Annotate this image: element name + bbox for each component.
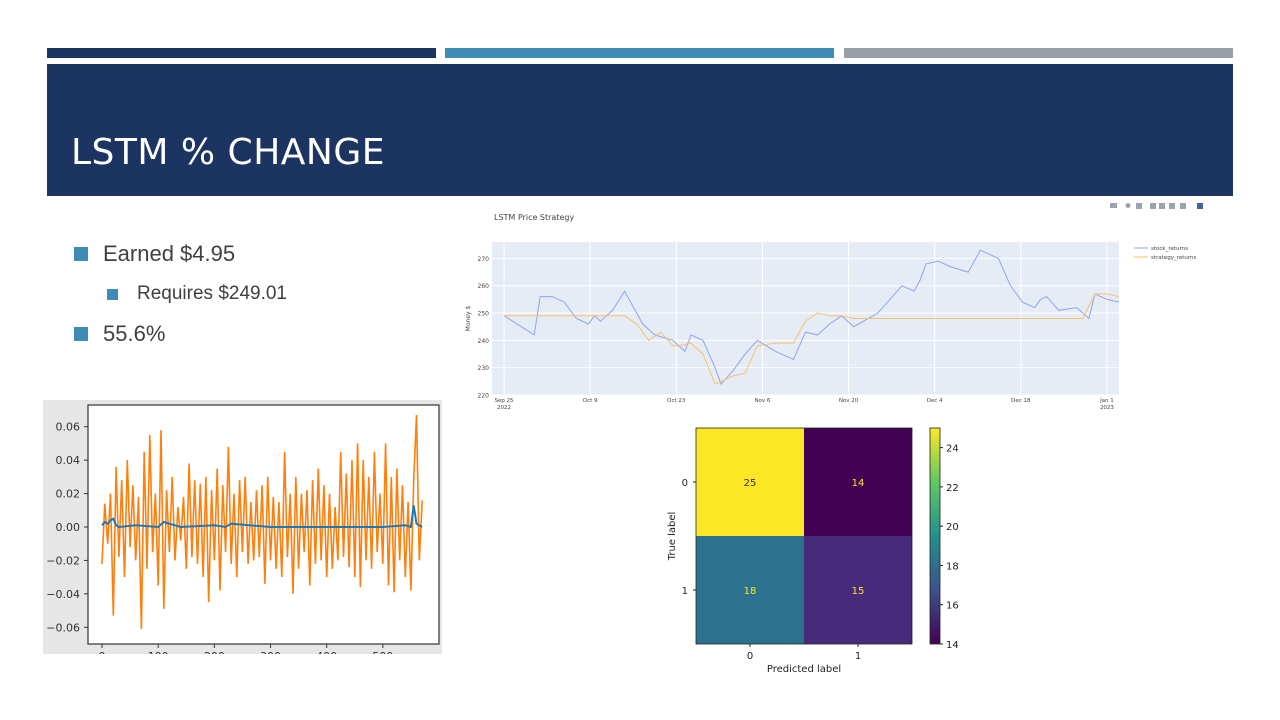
x-tick-label: Oct 23 (667, 398, 686, 404)
bullet-text: 55.6% (103, 321, 166, 346)
matrix-cell (804, 536, 912, 644)
series-line-1 (101, 505, 423, 529)
colorbar-tick-label: 24 (946, 444, 959, 455)
zoom-out-icon[interactable] (1159, 203, 1165, 209)
colorbar (929, 427, 941, 645)
y-tick-label: −0.06 (46, 621, 80, 634)
chart-title: LSTM Price Strategy (494, 213, 574, 222)
y-tick-label: 0.04 (56, 454, 81, 467)
legend-label-stock_returns: stock_returns (1151, 246, 1188, 252)
y-tick-label: 260 (478, 283, 490, 290)
y-tick-label: 270 (478, 256, 490, 263)
matrix-cell (696, 536, 804, 644)
lstm-price-strategy-chart: LSTM Price Strategy 220 230 240 250 260 270 Sep… (460, 196, 1234, 416)
bullet-text: Earned $4.95 (103, 241, 236, 266)
x-tick-label: 200 (204, 650, 225, 654)
y-tick-label: 0.06 (56, 421, 81, 434)
series-line-0 (101, 414, 423, 630)
y-axis-label: Money $ (465, 306, 472, 332)
reset-axes-icon[interactable] (1180, 203, 1186, 209)
series-line-strategy_returns (504, 293, 1120, 385)
x-tick-label: 400 (316, 650, 337, 654)
square-bullet-icon (74, 327, 88, 341)
colorbar-tick-label: 16 (946, 601, 959, 612)
x-tick-label: 300 (260, 650, 281, 654)
colorbar-tick-label: 20 (946, 522, 959, 533)
bullet-text: Requires $249.01 (137, 283, 287, 304)
y-tick-label: 220 (478, 393, 490, 400)
confusion-matrix-chart: 25 14 18 15 0 1 0 1 Predicted label True label 14 1… (660, 418, 970, 688)
square-bullet-icon (74, 247, 88, 261)
y-tick-label: 0.02 (56, 488, 81, 501)
x-tick-label: 0 (747, 651, 753, 662)
colorbar-tick-label: 14 (946, 640, 959, 651)
y-axis-label: True label (667, 512, 678, 562)
square-bullet-icon (107, 288, 118, 300)
matrix-border (695, 427, 913, 645)
cell-value: 25 (744, 478, 757, 489)
pct-change-chart: −0.06 −0.04 −0.02 0.00 0.02 0.04 0.06 0 100 200 30… (43, 400, 442, 654)
cell-value: 18 (744, 586, 757, 597)
x-tick-label: 0 (99, 650, 106, 654)
plotly-logo-icon[interactable] (1197, 203, 1203, 209)
accent-bar-blue (445, 48, 834, 58)
y-tick-label: 250 (478, 311, 490, 318)
x-tick-label: 500 (372, 650, 393, 654)
zoom-in-icon[interactable] (1150, 203, 1156, 209)
title-band: LSTM % CHANGE (47, 64, 1233, 196)
x-tick-label: Dec 18 (1011, 398, 1031, 404)
price-strategy-plot: LSTM Price Strategy 220 230 240 250 260 270 Sep… (465, 203, 1203, 411)
bullet-earned: Earned $4.95 (74, 241, 235, 267)
slide-title: LSTM % CHANGE (71, 132, 385, 173)
x-tick-label: Nov 20 (839, 398, 859, 404)
pct-change-plot: −0.06 −0.04 −0.02 0.00 0.02 0.04 0.06 0 100 200 30… (46, 404, 440, 654)
zoom-icon[interactable] (1125, 203, 1131, 208)
pan-icon[interactable] (1136, 203, 1142, 209)
bullet-accuracy: 55.6% (74, 321, 165, 347)
x-tick-label: 1 (855, 651, 861, 662)
x-tick-label: 100 (148, 650, 169, 654)
legend-label-strategy_returns: strategy_returns (1151, 255, 1197, 261)
y-tick-label: 0.00 (56, 521, 81, 534)
cell-value: 15 (852, 586, 865, 597)
x-tick-year-label: 2023 (1100, 405, 1114, 411)
accent-bar-gray (844, 48, 1233, 58)
y-tick-label: 240 (478, 338, 490, 345)
x-tick-label: Oct 9 (583, 398, 598, 404)
camera-icon[interactable] (1110, 203, 1117, 208)
matrix-cell (696, 428, 804, 536)
colorbar-tick-label: 18 (946, 561, 959, 572)
series-line-stock_returns (503, 249, 1120, 386)
cell-value: 14 (852, 478, 865, 489)
x-tick-label: Nov 6 (754, 398, 770, 404)
y-tick-label: −0.04 (46, 588, 80, 601)
accent-bar-navy (47, 48, 436, 58)
x-tick-year-label: 2022 (497, 405, 511, 411)
y-tick-label: 230 (478, 365, 490, 372)
y-tick-label: 1 (682, 586, 688, 597)
y-tick-label: 0 (682, 478, 688, 489)
colorbar-tick-label: 22 (946, 483, 959, 494)
matrix-cell (804, 428, 912, 536)
x-tick-label: Jan 1 (1099, 398, 1114, 404)
x-tick-label: Dec 4 (927, 398, 943, 404)
y-tick-label: −0.02 (46, 554, 80, 567)
x-axis-label: Predicted label (767, 664, 841, 675)
x-tick-label: Sep 25 (494, 398, 514, 404)
autoscale-icon[interactable] (1169, 203, 1175, 209)
bullet-requires: Requires $249.01 (107, 283, 287, 305)
confusion-matrix-plot: 25 14 18 15 0 1 0 1 Predicted label True label 14 1… (667, 427, 959, 675)
